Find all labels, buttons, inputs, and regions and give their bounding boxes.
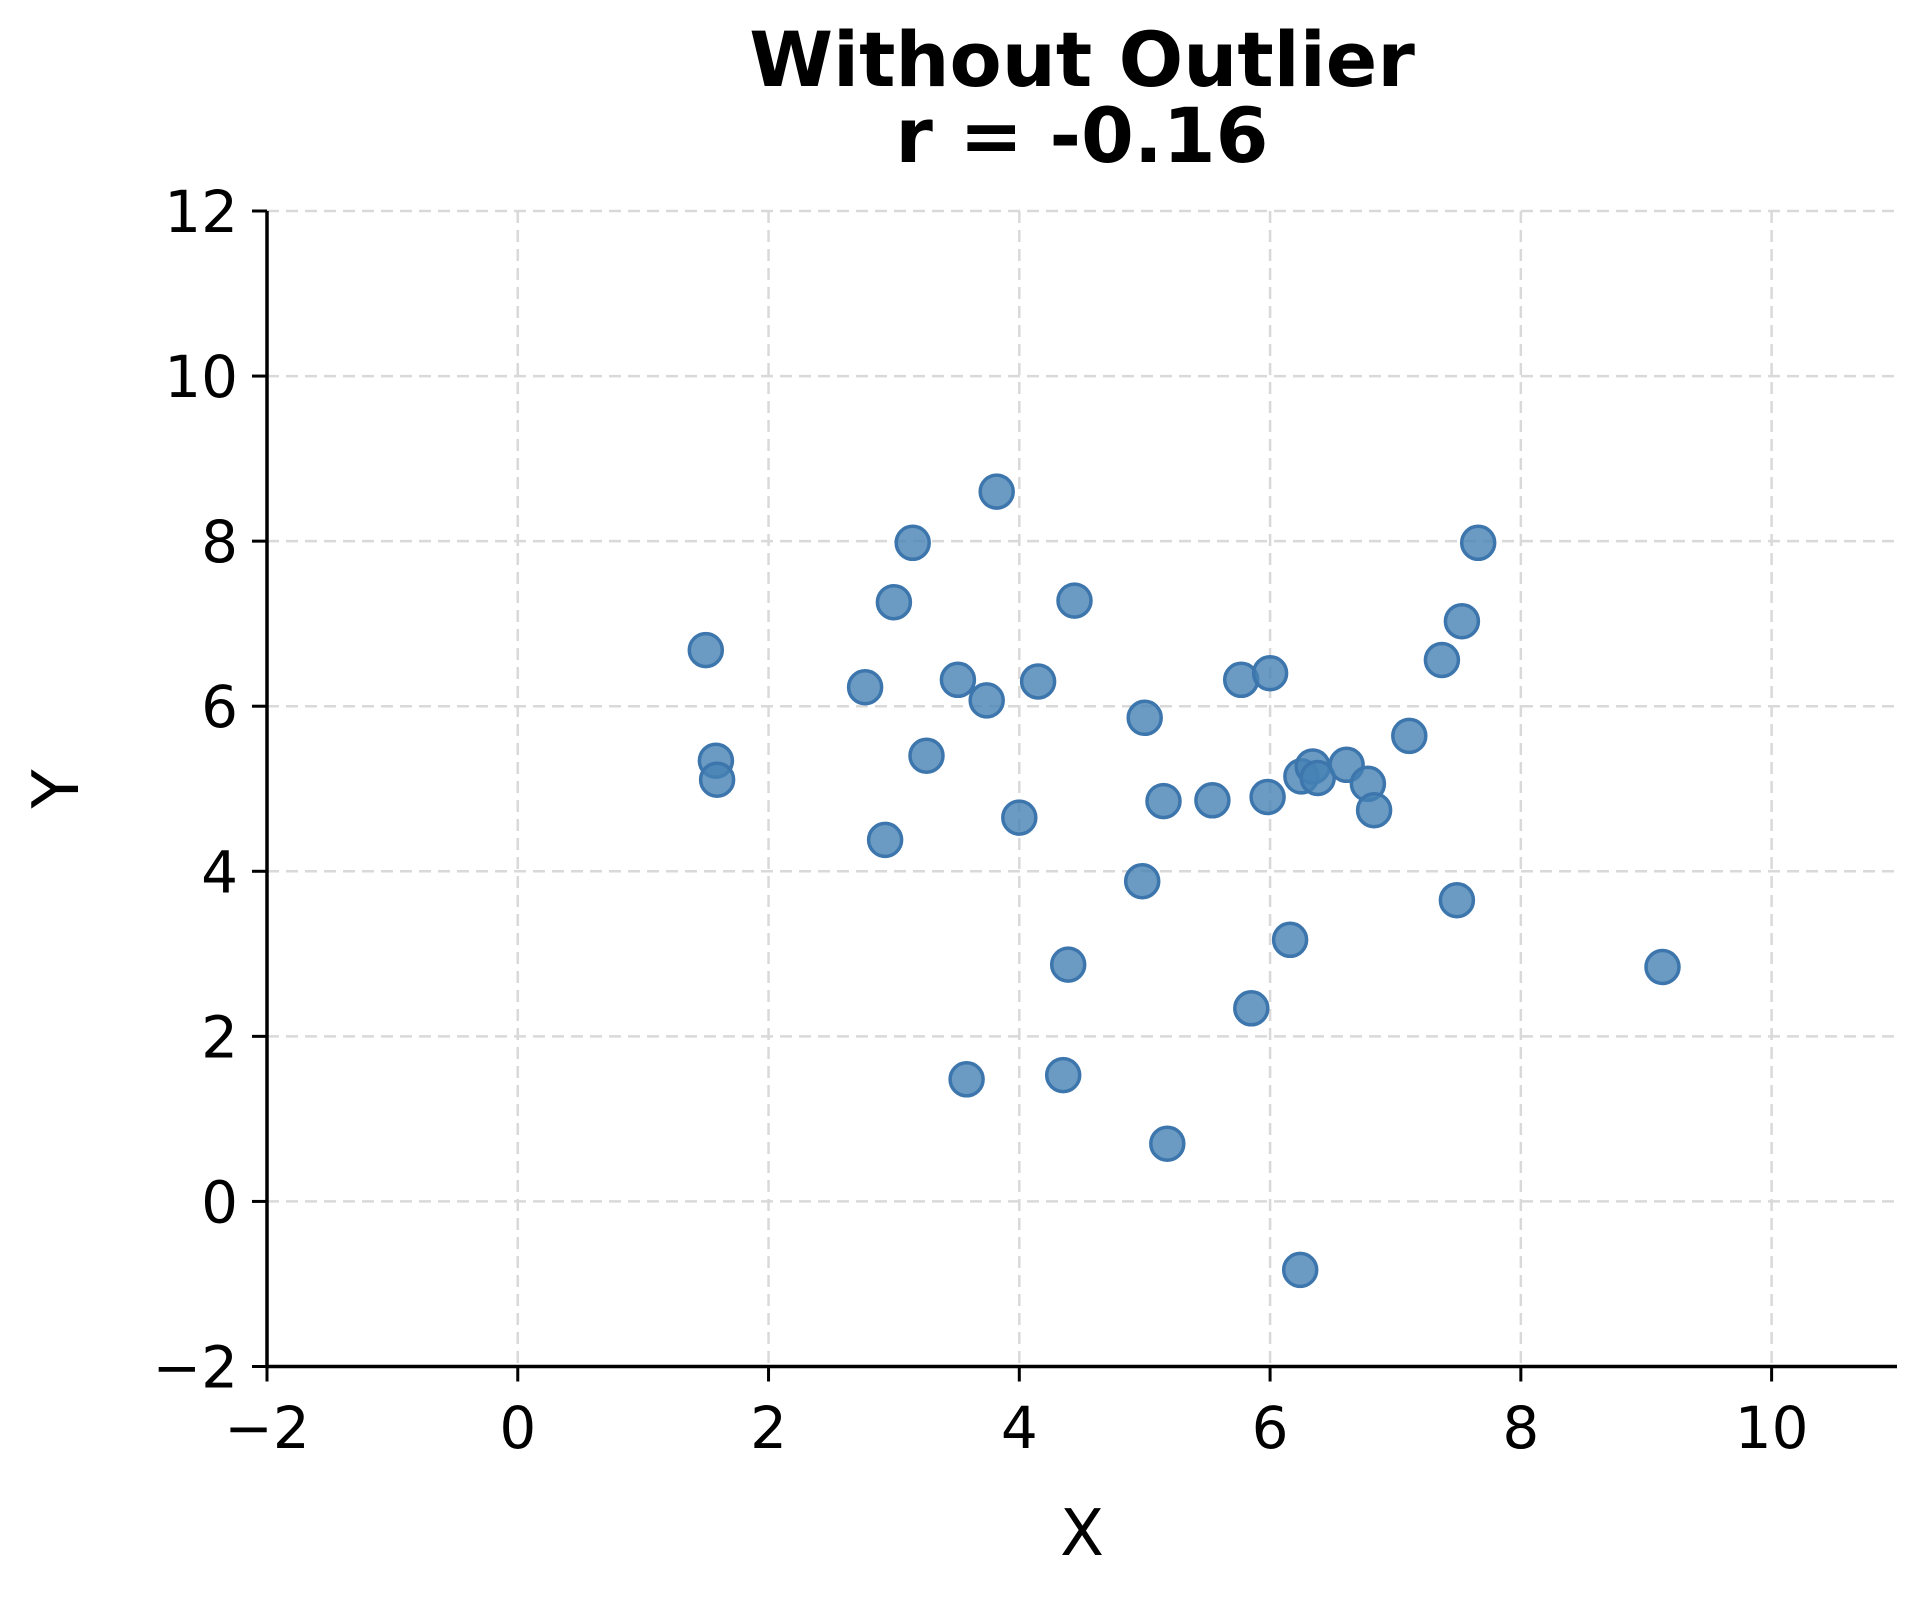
data-point — [698, 761, 736, 798]
y-tick-label: 6 — [201, 673, 238, 741]
data-point — [687, 631, 725, 669]
data-point — [1044, 1056, 1082, 1094]
x-tick-label: 0 — [499, 1394, 536, 1462]
x-tick-label: 4 — [1001, 1394, 1038, 1462]
y-tick-label: 12 — [164, 178, 238, 246]
y-axis-label: Y — [20, 769, 94, 810]
data-point — [1001, 799, 1038, 836]
y-tick-label: 2 — [201, 1003, 238, 1071]
data-point — [1281, 1251, 1319, 1289]
tick-labels: −2 0 2 4 6 8 10 −2 0 2 4 6 8 10 12 — [153, 178, 1809, 1462]
scatter-points — [687, 473, 1681, 1289]
axis-ticks — [252, 209, 1774, 1382]
data-point — [846, 668, 884, 706]
y-tick-label: 4 — [201, 838, 238, 906]
y-tick-label: 10 — [164, 343, 238, 411]
data-point — [1249, 778, 1286, 816]
data-point — [1271, 921, 1309, 959]
axes-spines — [265, 211, 1897, 1369]
data-point — [1423, 641, 1461, 679]
data-point — [866, 821, 904, 859]
data-point — [1194, 782, 1231, 819]
chart-subtitle: r = -0.16 — [895, 91, 1268, 180]
y-tick-label: −2 — [153, 1334, 239, 1402]
data-point — [1126, 699, 1163, 737]
data-point — [948, 1061, 985, 1098]
x-tick-label: 8 — [1502, 1394, 1539, 1462]
data-point — [939, 661, 977, 699]
x-axis-label: X — [1060, 1497, 1104, 1571]
data-point — [908, 737, 945, 774]
data-point — [1443, 602, 1481, 640]
data-point — [978, 473, 1015, 510]
y-tick-label: 0 — [201, 1168, 238, 1236]
data-point — [1049, 946, 1087, 983]
data-point — [1233, 990, 1270, 1027]
gridlines — [265, 209, 1897, 1368]
data-point — [875, 583, 913, 621]
x-tick-label: 6 — [1252, 1394, 1289, 1462]
data-point — [1056, 582, 1093, 619]
data-point — [1355, 791, 1393, 829]
data-point — [968, 682, 1005, 719]
data-point — [1391, 717, 1428, 755]
x-tick-label: −2 — [224, 1394, 310, 1462]
chart-title: Without Outlier — [749, 15, 1415, 104]
data-point — [894, 524, 931, 562]
data-point — [1644, 948, 1681, 986]
y-tick-label: 8 — [201, 508, 238, 576]
data-point — [1149, 1125, 1186, 1162]
data-point — [1123, 862, 1161, 900]
x-tick-label: 10 — [1735, 1394, 1809, 1462]
data-point — [1019, 663, 1057, 700]
data-point — [1145, 782, 1182, 820]
data-point — [1459, 524, 1497, 562]
x-tick-label: 2 — [750, 1394, 787, 1462]
data-point — [1438, 881, 1476, 919]
data-point — [1251, 654, 1289, 692]
